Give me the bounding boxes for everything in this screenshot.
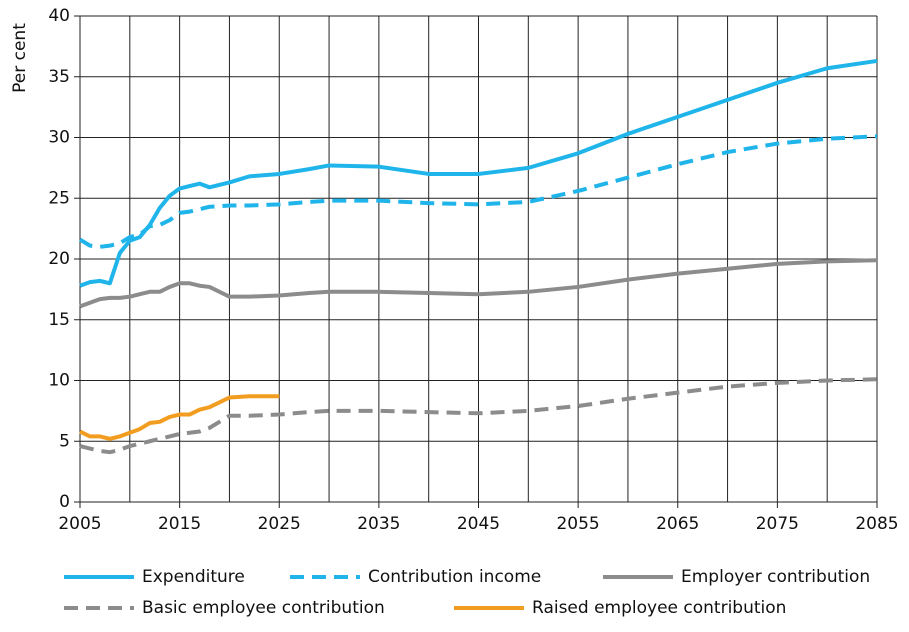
y-tick-label: 25 (48, 188, 70, 208)
x-tick-label: 2045 (457, 514, 500, 534)
legend-label: Contribution income (368, 567, 541, 587)
series-line (79, 394, 280, 441)
x-tick-label: 2085 (855, 514, 898, 534)
legend-label: Basic employee contribution (142, 598, 385, 618)
x-tick-label: 2015 (158, 514, 201, 534)
legend-label: Employer contribution (681, 567, 870, 587)
y-tick-label: 40 (48, 6, 70, 26)
series-line (79, 377, 878, 455)
y-axis-label: Per cent (10, 23, 30, 93)
y-tick-label: 5 (59, 431, 70, 451)
series-line (78, 134, 878, 249)
legend-label: Raised employee contribution (532, 598, 786, 618)
x-tick-label: 2075 (756, 514, 799, 534)
x-tick-label: 2005 (58, 514, 101, 534)
y-tick-label: 20 (48, 249, 70, 269)
y-tick-label: 0 (59, 492, 70, 512)
series-line (79, 58, 878, 288)
x-tick-label: 2025 (258, 514, 301, 534)
series-line (79, 258, 878, 309)
y-tick-label: 10 (48, 371, 70, 391)
x-tick-label: 2055 (556, 514, 599, 534)
legend-label: Expenditure (142, 567, 245, 587)
x-tick-label: 2035 (357, 514, 400, 534)
y-tick-label: 15 (48, 310, 70, 330)
y-tick-label: 35 (48, 67, 70, 87)
y-tick-label: 30 (48, 128, 70, 148)
x-tick-label: 2065 (656, 514, 699, 534)
